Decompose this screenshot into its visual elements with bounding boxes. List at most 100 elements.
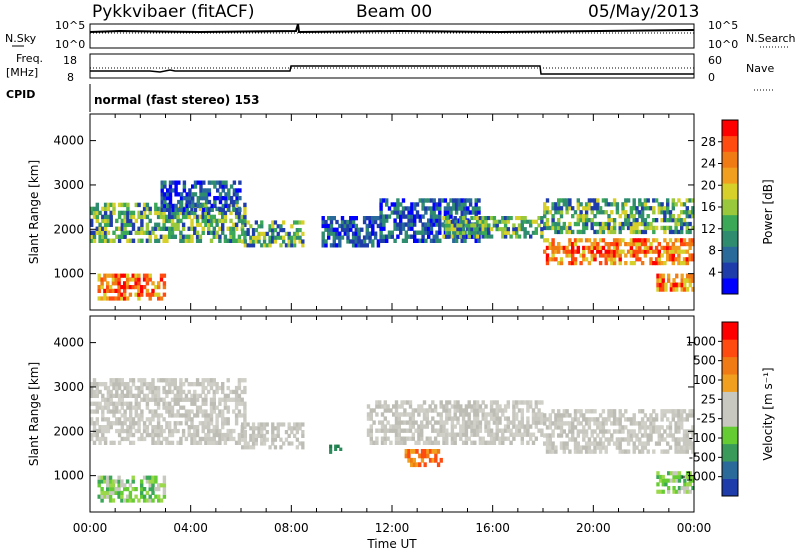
velocity-echo-cell: [565, 433, 569, 438]
velocity-echo-cell: [674, 425, 678, 430]
power-echo-cell: [531, 230, 536, 235]
velocity-echo-cell: [176, 393, 180, 398]
time-tick-label: 08:00: [274, 521, 309, 535]
power-echo-cell: [685, 210, 689, 215]
velocity-echo-cell: [610, 421, 614, 426]
power-echo-cell: [421, 222, 425, 227]
velocity-echo-cell: [111, 490, 116, 495]
velocity-echo-cell: [461, 408, 466, 413]
velocity-echo-cell: [649, 437, 653, 442]
power-echo-cell: [607, 202, 611, 207]
velocity-echo-cell: [626, 417, 631, 422]
power-echo-cell: [565, 229, 569, 235]
power-echo-cell: [473, 216, 477, 221]
velocity-echo-cell: [154, 494, 158, 499]
power-echo-cell: [166, 192, 170, 197]
velocity-echo-cell: [598, 421, 603, 426]
power-echo-cell: [584, 225, 589, 231]
velocity-echo-cell: [193, 397, 197, 402]
power-echo-cell: [429, 238, 434, 243]
power-echo-cell: [154, 202, 158, 208]
power-echo-cell: [571, 257, 575, 262]
velocity-echo-cell: [134, 385, 138, 391]
velocity-echo-cell: [548, 449, 552, 454]
velocity-echo-cell: [534, 416, 538, 421]
power-echo-cell: [604, 225, 608, 231]
velocity-colorbar-segment: [722, 478, 738, 497]
power-echo-cell: [543, 238, 547, 243]
power-echo-cell: [109, 238, 113, 243]
power-echo-cell: [123, 226, 127, 231]
power-echo-cell: [463, 202, 467, 207]
power-echo-cell: [506, 219, 510, 224]
power-echo-cell: [424, 206, 428, 211]
velocity-echo-cell: [179, 405, 183, 410]
velocity-echo-cell: [243, 437, 247, 442]
velocity-echo-cell: [394, 404, 399, 409]
power-echo-cell: [393, 218, 397, 223]
velocity-echo-cell: [375, 404, 379, 409]
power-echo-cell: [584, 202, 589, 207]
velocity-echo-cell: [635, 445, 639, 450]
velocity-echo-cell: [162, 385, 166, 391]
velocity-echo-cell: [685, 433, 689, 438]
velocity-echo-cell: [464, 436, 469, 441]
velocity-echo-cell: [126, 389, 130, 395]
velocity-echo-cell: [666, 409, 670, 414]
power-echo-cell: [338, 223, 342, 229]
power-echo-cell: [478, 216, 483, 221]
velocity-echo-cell: [207, 421, 211, 426]
power-echo-cell: [240, 214, 244, 220]
velocity-echo-cell: [573, 437, 578, 442]
velocity-echo-cell: [629, 421, 634, 426]
velocity-echo-cell: [557, 417, 561, 422]
power-echo-cell: [435, 238, 439, 243]
velocity-echo-cell: [632, 429, 636, 434]
power-echo-cell: [176, 218, 180, 224]
velocity-echo-cell: [652, 409, 656, 414]
velocity-echo-cell: [123, 421, 127, 426]
power-echo-cell: [207, 218, 211, 224]
power-echo-cell: [450, 234, 455, 239]
velocity-echo-cell: [515, 416, 519, 421]
velocity-echo-cell: [165, 405, 169, 410]
power-echo-cell: [90, 230, 94, 235]
nsearch-label: N.Search: [746, 32, 796, 45]
power-echo-cell: [179, 203, 184, 209]
velocity-echo-cell: [601, 417, 606, 422]
power-echo-cell: [640, 206, 645, 211]
velocity-echo-cell: [120, 425, 124, 430]
power-echo-cell: [241, 228, 245, 233]
velocity-echo-cell: [640, 409, 645, 414]
velocity-echo-cell: [506, 436, 510, 441]
velocity-echo-cell: [629, 433, 634, 438]
power-echo-cell: [190, 226, 194, 231]
power-echo-cell: [671, 253, 675, 258]
velocity-echo-cell: [397, 416, 401, 421]
power-echo-cell: [492, 219, 497, 224]
velocity-echo-cell: [543, 421, 547, 426]
velocity-echo-cell: [125, 498, 130, 503]
power-echo-cell: [481, 227, 485, 232]
velocity-echo-cell: [246, 445, 250, 450]
velocity-echo-cell: [394, 416, 399, 421]
velocity-echo-cell: [431, 416, 435, 421]
power-echo-cell: [598, 210, 603, 215]
power-echo-cell: [438, 206, 442, 211]
power-echo-cell: [671, 198, 675, 203]
power-echo-cell: [92, 210, 97, 216]
velocity-echo-cell: [624, 449, 628, 454]
velocity-echo-cell: [540, 416, 544, 421]
power-echo-cell: [559, 206, 564, 211]
velocity-echo-cell: [638, 437, 642, 442]
power-echo-cell: [432, 218, 436, 223]
power-echo-cell: [489, 234, 494, 239]
velocity-echo-cell: [148, 487, 152, 492]
power-echo-cell: [90, 218, 94, 224]
velocity-echo-cell: [123, 483, 127, 488]
velocity-echo-cell: [677, 413, 681, 418]
power-echo-cell: [117, 292, 121, 297]
velocity-echo-cell: [450, 416, 455, 421]
velocity-echo-cell: [129, 378, 133, 383]
velocity-echo-cell: [179, 440, 183, 445]
